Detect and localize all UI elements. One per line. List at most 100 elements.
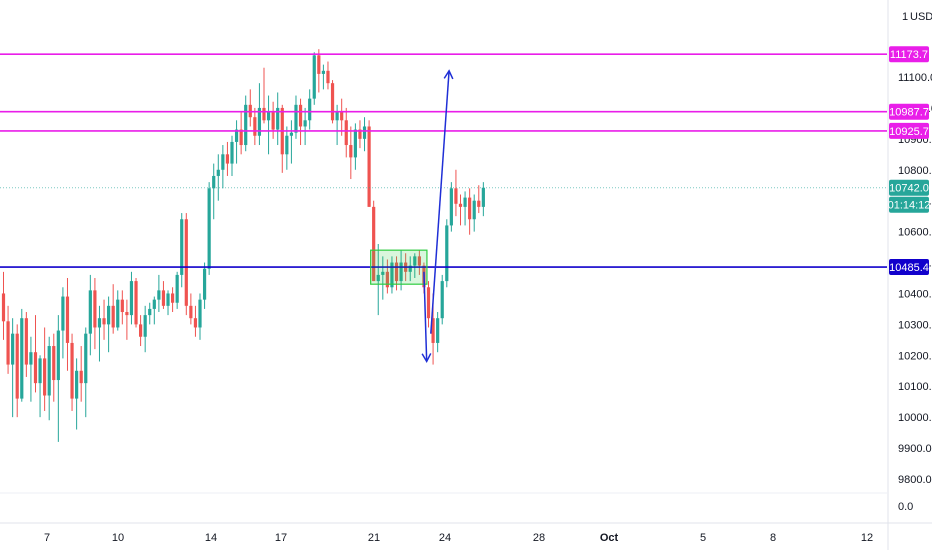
- candle: [234, 120, 239, 164]
- candle-body: [289, 132, 294, 136]
- last-price-badge: [889, 179, 929, 196]
- candle-body: [454, 188, 458, 204]
- candle: [285, 126, 289, 170]
- candle-body: [75, 370, 79, 399]
- candle-body: [125, 312, 129, 316]
- candle-body: [129, 281, 134, 316]
- candle: [33, 315, 38, 393]
- candle: [116, 290, 120, 331]
- candle-body: [472, 200, 476, 220]
- candle-body: [344, 120, 348, 146]
- candle-body: [436, 318, 440, 343]
- candle-body: [477, 200, 481, 207]
- candle: [344, 107, 348, 158]
- candle-body: [308, 98, 312, 121]
- candle-body: [271, 111, 275, 130]
- candle: [376, 243, 380, 316]
- candle: [24, 312, 28, 377]
- candle: [458, 194, 463, 226]
- candle: [362, 117, 367, 152]
- candle-body: [47, 346, 51, 396]
- arrow-line[interactable]: [423, 271, 428, 362]
- candle: [75, 358, 79, 430]
- candle-body: [353, 129, 357, 158]
- y-tick-label: 11100.0: [898, 72, 932, 84]
- candle-body: [385, 271, 389, 288]
- candle-body: [399, 262, 403, 282]
- candle-body: [161, 290, 166, 306]
- candle-body: [257, 107, 262, 136]
- price-badges-group: 11173.7 10987.7 10925.7 10485.4 10742.0 01:14…: [888, 46, 931, 276]
- candle-body: [180, 219, 184, 275]
- x-tick-label: 24: [439, 532, 451, 544]
- currency-label: USD: [910, 11, 932, 23]
- candle: [180, 213, 184, 288]
- candle: [170, 287, 175, 313]
- candle: [193, 305, 198, 337]
- candle: [125, 299, 129, 340]
- candle: [381, 256, 385, 300]
- candle: [463, 191, 467, 226]
- candle-body: [102, 318, 106, 325]
- countdown-badge: [889, 196, 929, 213]
- candle-body: [362, 126, 367, 139]
- candle-body: [221, 154, 225, 170]
- candle-body: [431, 318, 435, 343]
- candle-body: [111, 305, 115, 328]
- candle: [184, 213, 188, 316]
- candle: [11, 318, 15, 418]
- candle: [93, 278, 97, 350]
- candle-body: [458, 203, 463, 207]
- candle: [454, 169, 458, 217]
- candle: [244, 95, 248, 152]
- candle: [312, 52, 316, 105]
- candle-body: [97, 318, 102, 328]
- arrow-line[interactable]: [430, 70, 450, 334]
- candle: [230, 135, 234, 176]
- candle-body: [463, 197, 467, 207]
- candle: [107, 296, 111, 353]
- time-axis[interactable]: 7 10 14 17 21 24 28 Oct 5 8 12: [0, 522, 932, 544]
- candle-body: [207, 188, 211, 269]
- arrow-head: [443, 69, 454, 80]
- candle: [385, 259, 389, 294]
- candle: [15, 324, 19, 418]
- x-tick-label: 14: [205, 532, 217, 544]
- candle-body: [262, 107, 266, 121]
- candle: [70, 333, 74, 411]
- candle: [6, 305, 10, 374]
- candle-body: [234, 129, 239, 142]
- x-tick-label: Oct: [600, 532, 619, 544]
- candle-body: [11, 333, 15, 365]
- candle-body: [216, 169, 220, 176]
- candle-body: [79, 370, 83, 384]
- candle: [321, 64, 325, 90]
- countdown-badge-text: 01:14:12: [888, 200, 931, 212]
- candle-body: [330, 83, 335, 121]
- candle: [29, 336, 33, 402]
- candle: [271, 101, 275, 139]
- candle-body: [107, 305, 111, 325]
- candle: [426, 281, 431, 328]
- range-box[interactable]: [370, 249, 428, 285]
- candle: [143, 305, 147, 353]
- candle-body: [184, 219, 188, 306]
- level-price-badge: [889, 46, 929, 63]
- candle: [358, 120, 362, 149]
- candle-body: [230, 141, 234, 164]
- y-tick-label: 10000.0: [898, 412, 932, 424]
- candle-body: [312, 55, 316, 99]
- currency-prefix: 1: [902, 11, 908, 23]
- candle-body: [139, 324, 143, 337]
- candle: [289, 120, 294, 164]
- candle: [472, 194, 476, 232]
- candle: [152, 296, 156, 325]
- candle: [207, 182, 211, 275]
- candle-body: [61, 296, 65, 331]
- level-price-badge: [889, 259, 929, 276]
- candle-body: [372, 206, 376, 282]
- candle: [330, 80, 335, 124]
- candle-body: [65, 296, 70, 343]
- candle: [445, 219, 449, 288]
